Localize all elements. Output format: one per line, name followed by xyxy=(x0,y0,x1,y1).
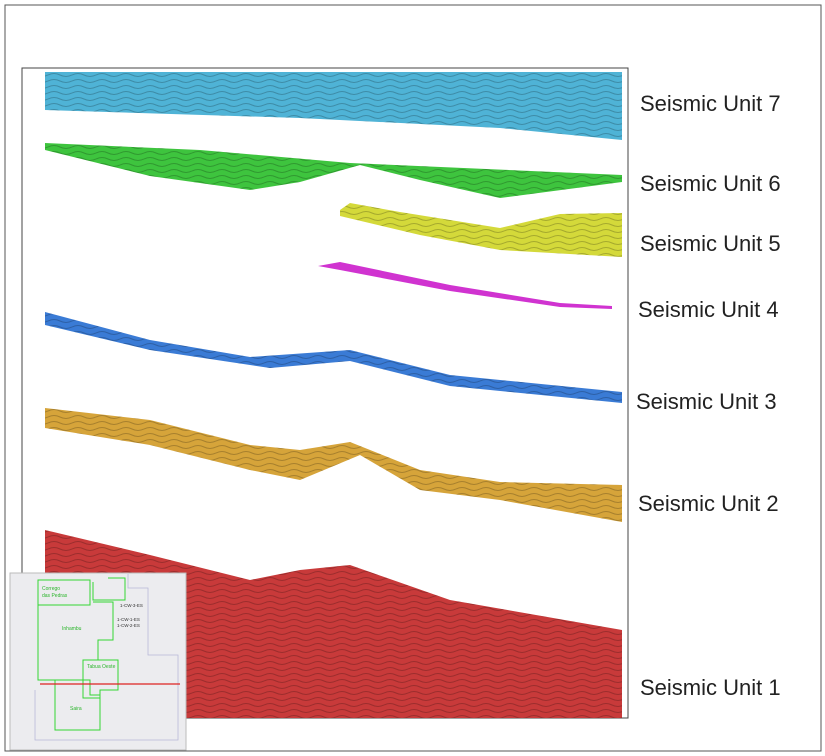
unit-label: Seismic Unit 3 xyxy=(636,389,777,414)
well-label: 1-CW-3-ES xyxy=(120,603,143,608)
well-label: 1-CW-1-ES xyxy=(117,617,140,622)
block-label: Corrego xyxy=(42,586,60,592)
block-label: Inhambu xyxy=(62,626,82,632)
unit-label: Seismic Unit 4 xyxy=(638,297,779,322)
unit-label: Seismic Unit 6 xyxy=(640,171,781,196)
unit-label: Seismic Unit 1 xyxy=(640,675,781,700)
figure: Seismic Unit 7 Seismic Unit 6 Seismic Un… xyxy=(0,0,825,756)
unit-label: Seismic Unit 2 xyxy=(638,491,779,516)
block-label: das Pedras xyxy=(42,593,68,599)
unit-label: Seismic Unit 7 xyxy=(640,91,781,116)
block-label: Saira xyxy=(70,706,82,712)
unit-label: Seismic Unit 5 xyxy=(640,231,781,256)
block-label: Tabua Oeste xyxy=(87,664,116,670)
well-label: 1-CW-2-ES xyxy=(117,623,140,628)
inset-map: Corrego das Pedras Inhambu Tabua Oeste S… xyxy=(10,573,186,750)
